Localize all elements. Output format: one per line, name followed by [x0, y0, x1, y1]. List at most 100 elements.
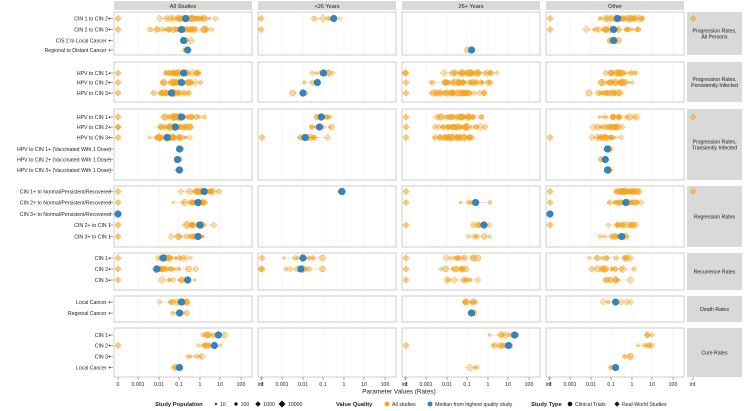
- point-real-world: [623, 255, 630, 261]
- point-real-world: [630, 80, 635, 85]
- point-clinical-trial: [169, 80, 174, 85]
- point-real-world: [589, 122, 598, 132]
- medians: [114, 14, 630, 372]
- median-point: [609, 36, 618, 45]
- panel-strip: [258, 1, 396, 10]
- point-real-world: [600, 123, 609, 131]
- point-real-world: [166, 70, 173, 76]
- point-real-world: [257, 265, 265, 273]
- median-point: [214, 331, 223, 339]
- point-real-world: [324, 133, 332, 142]
- panel-frame: [401, 185, 541, 248]
- point-clinical-trial: [593, 26, 600, 33]
- point-real-world: [170, 200, 176, 205]
- point-real-world: [433, 89, 441, 97]
- median-point: [603, 145, 611, 153]
- point-real-world: [636, 188, 643, 195]
- point-real-world: [600, 114, 605, 120]
- point-clinical-trial: [474, 221, 481, 229]
- point-real-world: [114, 123, 122, 131]
- point-real-world: [193, 69, 201, 77]
- point-clinical-trial: [176, 71, 181, 75]
- point-real-world: [147, 135, 152, 140]
- point-real-world: [402, 133, 410, 142]
- point-real-world: [306, 255, 312, 261]
- panel-frame: [257, 108, 397, 181]
- legend-clinical-marker: [567, 401, 573, 407]
- median-point: [603, 166, 611, 174]
- panel-frame: [257, 327, 397, 378]
- point-real-world: [618, 134, 625, 141]
- point-real-world: [454, 79, 462, 86]
- group-label: Progression Rates, Transiently Infected: [692, 140, 737, 152]
- point-real-world: [604, 27, 609, 32]
- point-clinical-trial: [481, 233, 488, 240]
- point-real-world: [601, 14, 609, 23]
- median-point: [175, 363, 184, 372]
- x-tick-label: 0.01: [154, 382, 164, 388]
- point-clinical-trial: [611, 79, 619, 86]
- point-real-world: [598, 265, 607, 273]
- panel-frame: [401, 295, 541, 323]
- point-real-world: [445, 134, 453, 141]
- x-tick-label: 0.01: [442, 382, 452, 388]
- point-real-world: [309, 124, 316, 130]
- median-point: [194, 198, 202, 207]
- point-real-world: [448, 255, 455, 261]
- point-real-world: [201, 342, 209, 349]
- point-real-world: [474, 70, 479, 76]
- point-real-world: [546, 14, 554, 23]
- x-tick-label: 100: [525, 382, 534, 388]
- point-real-world: [600, 264, 609, 274]
- point-clinical-trial: [644, 332, 651, 338]
- point-clinical-trial: [165, 125, 170, 129]
- point-clinical-trial: [160, 79, 168, 86]
- point-real-world: [192, 265, 200, 273]
- x-tick-label: 0.01: [298, 382, 308, 388]
- point-real-world: [183, 220, 192, 230]
- point-clinical-trial: [491, 343, 496, 348]
- legend-size-marker: [233, 401, 239, 407]
- point-real-world: [152, 25, 161, 34]
- point-real-world: [481, 90, 486, 96]
- point-clinical-trial: [631, 199, 638, 206]
- point-clinical-trial: [195, 189, 199, 194]
- point-real-world: [176, 89, 185, 97]
- point-clinical-trial: [172, 135, 177, 140]
- point-real-world: [634, 26, 641, 33]
- point-real-world: [611, 233, 618, 240]
- group-label: Progression Rates, All Persons: [692, 29, 736, 41]
- row-label: HPV to CIN 1+ (Vaccinated With 1 Dose): [17, 147, 111, 153]
- point-clinical-trial: [446, 124, 452, 130]
- point-real-world: [483, 69, 491, 77]
- point-real-world: [402, 113, 410, 121]
- legend-size-label: 1000: [263, 402, 275, 408]
- median-point: [319, 69, 328, 77]
- point-real-world: [610, 114, 616, 120]
- point-real-world: [201, 25, 210, 34]
- point-real-world: [435, 123, 443, 131]
- point-clinical-trial: [627, 80, 631, 85]
- panel-frame: [113, 108, 253, 181]
- point-clinical-trial: [467, 277, 472, 283]
- point-clinical-trial: [458, 266, 464, 272]
- point-real-world: [626, 276, 635, 284]
- point-clinical-trial: [221, 331, 228, 339]
- row-label: CIS 2 to Local Cancer +: [56, 38, 111, 44]
- point-real-world: [281, 255, 287, 261]
- point-real-world: [619, 123, 626, 131]
- point-clinical-trial: [585, 89, 593, 97]
- point-clinical-trial: [439, 91, 443, 95]
- point-clinical-trial: [207, 16, 212, 21]
- point-real-world: [465, 233, 471, 240]
- point-real-world: [459, 113, 467, 121]
- panel-frame: [257, 61, 397, 103]
- point-real-world: [632, 112, 641, 122]
- point-real-world: [466, 134, 474, 141]
- point-real-world: [598, 16, 604, 21]
- point-clinical-trial: [466, 200, 471, 205]
- point-clinical-trial: [163, 15, 170, 22]
- point-real-world: [257, 14, 265, 23]
- point-real-world: [631, 221, 640, 229]
- legend-median-marker: [427, 401, 433, 407]
